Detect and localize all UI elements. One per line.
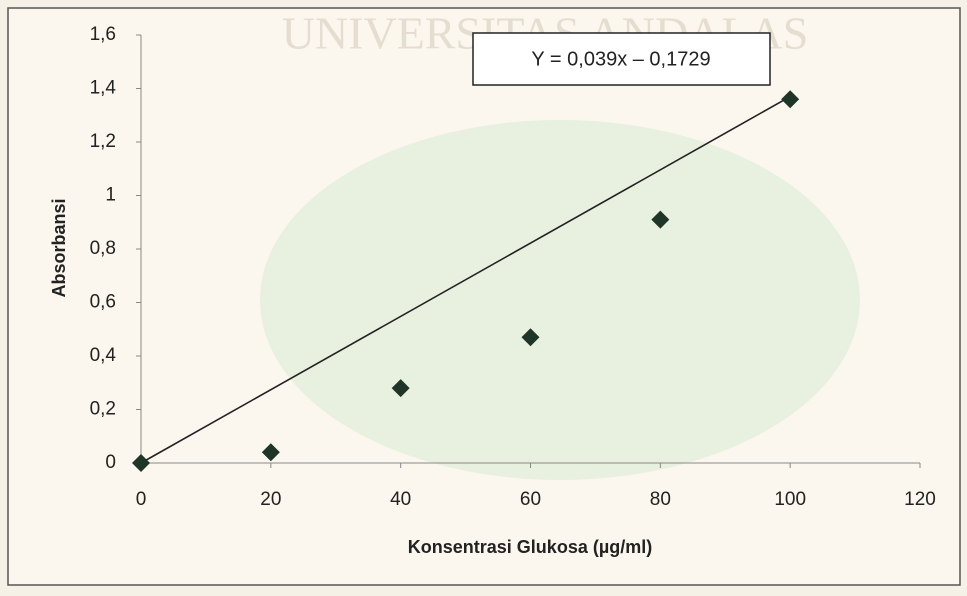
x-axis-title: Konsentrasi Glukosa (µg/ml) bbox=[408, 537, 652, 557]
x-tick-label: 0 bbox=[136, 489, 147, 510]
y-tick-label: 1,2 bbox=[90, 131, 116, 152]
y-tick-label: 1,6 bbox=[90, 24, 116, 45]
page: {"chart_data": { "type": "scatter", "wat… bbox=[0, 0, 967, 591]
y-tick-label: 0 bbox=[105, 452, 116, 473]
x-tick-label: 120 bbox=[904, 489, 936, 510]
x-tick-label: 40 bbox=[390, 489, 411, 510]
y-tick-label: 0,6 bbox=[90, 292, 116, 313]
y-tick-label: 1 bbox=[105, 185, 116, 206]
y-tick-label: 0,4 bbox=[90, 345, 117, 366]
watermark-emblem bbox=[260, 120, 860, 480]
y-tick-label: 1,4 bbox=[90, 78, 117, 99]
chart: UNIVERSITAS ANDALAS Y = 0,039x – 0,1729 … bbox=[0, 0, 967, 591]
y-tick-label: 0,8 bbox=[90, 238, 116, 259]
x-tick-label: 80 bbox=[650, 489, 671, 510]
x-tick-label: 20 bbox=[260, 489, 281, 510]
equation: Y = 0,039x – 0,1729 bbox=[531, 48, 710, 70]
y-axis-title: Absorbansi bbox=[49, 198, 69, 297]
x-tick-label: 60 bbox=[520, 489, 541, 510]
y-tick-label: 0,2 bbox=[90, 399, 116, 420]
x-tick-label: 100 bbox=[774, 489, 806, 510]
